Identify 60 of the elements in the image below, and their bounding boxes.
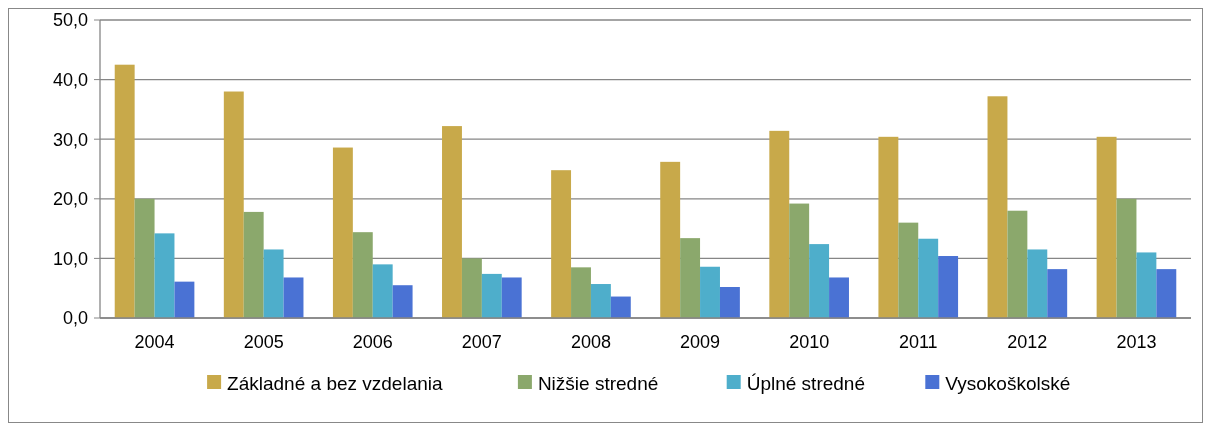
bar — [442, 126, 462, 318]
bar — [223, 91, 244, 318]
legend-label: Vysokoškolské — [945, 372, 1071, 394]
bar — [243, 211, 264, 318]
y-tick-label: 10,0 — [52, 248, 88, 269]
bar — [829, 277, 849, 318]
bar — [938, 256, 959, 318]
bar — [283, 277, 304, 318]
bar — [878, 136, 899, 318]
bar — [551, 170, 572, 318]
bar — [501, 277, 522, 318]
bar — [134, 198, 155, 318]
bar — [789, 203, 810, 318]
bar — [987, 96, 1008, 318]
bar — [174, 281, 195, 318]
bar — [461, 258, 482, 318]
x-tick-label: 2005 — [243, 332, 284, 352]
bar — [392, 285, 413, 318]
bar — [1007, 210, 1028, 318]
bar — [700, 266, 720, 318]
y-tick-label: 30,0 — [52, 129, 88, 150]
bar — [1027, 249, 1048, 318]
legend-label: Úplné stredné — [746, 372, 865, 394]
y-tick-label: 50,0 — [52, 10, 88, 31]
bar — [1116, 198, 1137, 318]
x-tick-label: 2011 — [898, 332, 938, 352]
bar — [590, 284, 611, 318]
bar — [1096, 136, 1117, 318]
bar — [1136, 252, 1157, 318]
bar — [481, 273, 502, 318]
y-tick-label: 0,0 — [62, 308, 88, 329]
y-tick-label: 20,0 — [52, 189, 88, 210]
bar — [769, 130, 790, 318]
x-tick-label: 2007 — [461, 332, 502, 352]
bar — [571, 267, 591, 318]
bar — [372, 264, 393, 318]
bar — [809, 244, 830, 318]
x-tick-label: 2004 — [134, 332, 175, 352]
bar — [918, 238, 939, 318]
bar — [114, 64, 135, 318]
bar — [352, 232, 373, 318]
bar — [1156, 269, 1177, 318]
legend-label: Nižšie stredné — [537, 372, 659, 394]
x-tick-label: 2009 — [680, 332, 721, 352]
x-tick-label: 2013 — [1116, 332, 1157, 352]
x-tick-label: 2010 — [789, 332, 830, 352]
legend-label: Základné a bez vzdelania — [227, 372, 444, 394]
bar — [610, 296, 631, 318]
bar — [680, 238, 701, 318]
bar — [1047, 269, 1068, 318]
bar — [263, 249, 284, 318]
bar — [898, 222, 919, 318]
y-tick-label: 40,0 — [52, 69, 88, 90]
bar — [660, 161, 681, 318]
bar — [154, 233, 175, 318]
bar — [332, 147, 353, 318]
bar — [719, 287, 740, 318]
x-tick-label: 2012 — [1007, 332, 1048, 352]
x-tick-label: 2006 — [352, 332, 393, 352]
x-tick-label: 2008 — [570, 332, 611, 352]
